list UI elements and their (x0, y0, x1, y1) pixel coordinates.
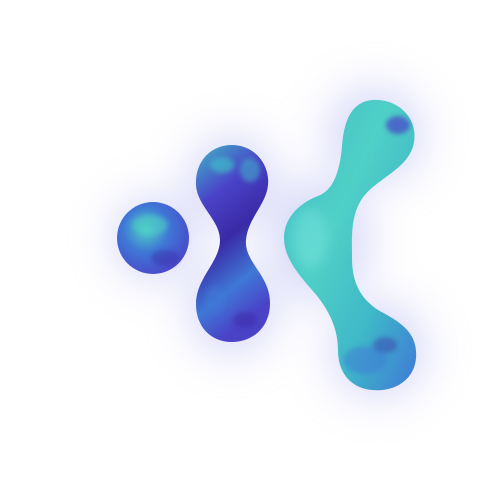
peanut-blob (195, 145, 270, 342)
small-sphere (117, 202, 189, 274)
bracket-blob (284, 99, 417, 391)
